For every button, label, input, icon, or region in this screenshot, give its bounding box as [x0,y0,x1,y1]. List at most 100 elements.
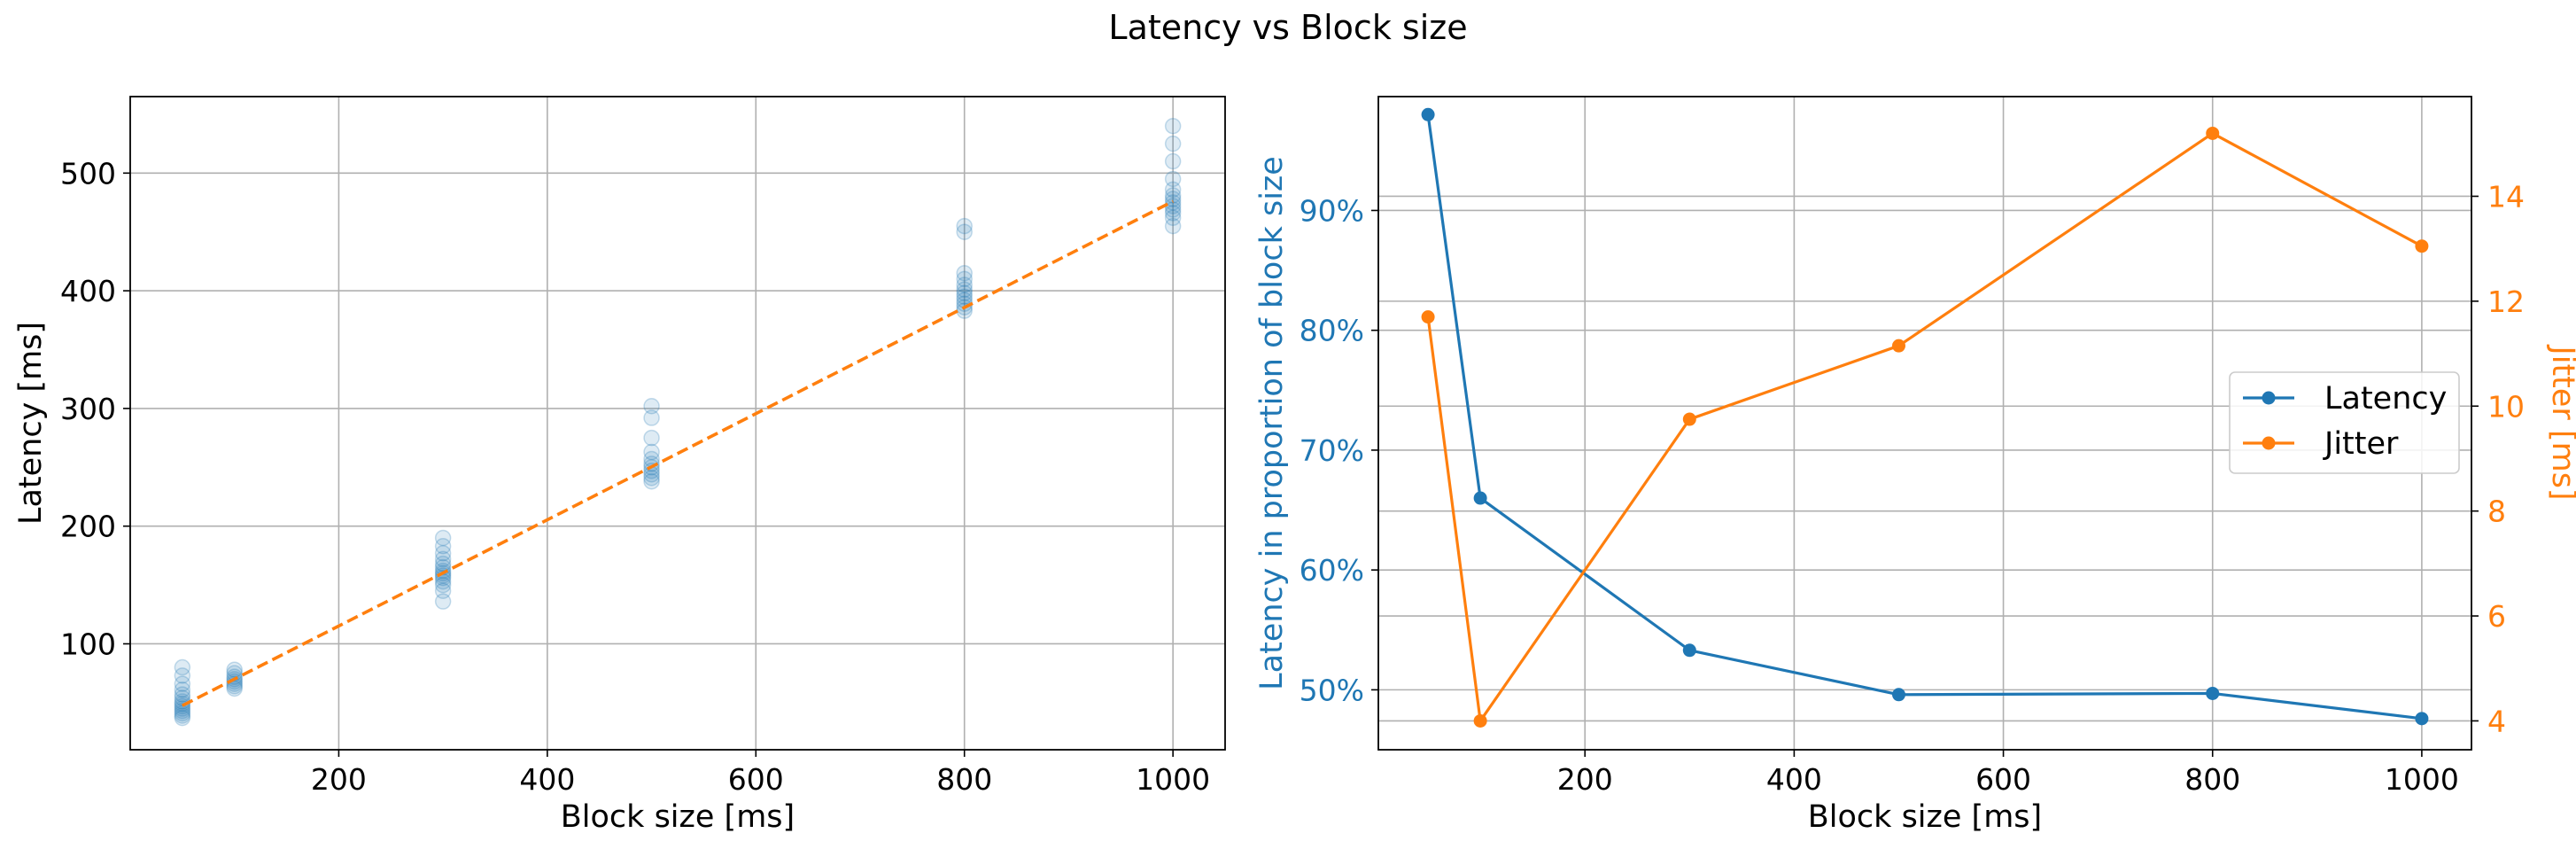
latency-scatter-point [1164,217,1182,235]
latency-scatter-point [434,538,452,555]
latency-scatter-point [434,593,452,610]
latency-scatter-point [174,682,191,698]
latency-scatter-point [643,397,660,415]
right-y2tick-label: 10 [2487,389,2525,424]
right-left-ytick-label: 60% [1300,553,1364,588]
latency-scatter-point [643,429,660,447]
right-y2tick-label: 14 [2487,179,2525,214]
latency-scatter-point [434,550,452,568]
right-left-ytick-label: 80% [1300,314,1364,348]
latency-scatter-point [643,443,660,461]
left-ytick-label: 200 [60,510,116,544]
latency-scatter-point [643,472,660,490]
latency-scatter-point [1164,209,1182,227]
latency-series-marker [2415,712,2429,726]
latency-scatter-point [956,281,973,299]
latency-series-marker [2206,686,2220,700]
latency-scatter-point [643,469,660,487]
left-ytick-label: 100 [60,627,116,661]
latency-trend-dashed-line [182,199,1174,707]
right-left-ytick-label: 90% [1300,193,1364,228]
latency-scatter-point [174,705,191,722]
figure-title: Latency vs Block size [1108,8,1467,47]
right-left-ytick-label: 50% [1300,673,1364,707]
right-right-yaxis-label: Jitter [ms] [2545,344,2576,500]
latency-scatter-point [174,675,191,692]
right-y2tick-label: 12 [2487,284,2525,319]
latency-scatter-point [1164,170,1182,188]
latency-scatter-point [956,277,973,293]
jitter-series-marker [1421,310,1435,324]
right-xtick-label: 600 [1975,762,2031,797]
latency-scatter-point [1164,135,1182,152]
latency-series-marker [1891,688,1905,702]
jitter-series-marker [1682,412,1696,426]
right-xtick-label: 800 [2184,762,2240,797]
latency-scatter-point [174,707,191,724]
jitter-series-line [1426,131,2423,723]
latency-scatter-point [956,284,973,302]
left-chart-latency-scatter: 200 400 600 800 1000 100 200 300 400 500 Block siz… [13,96,1226,835]
latency-series-marker [1421,107,1435,121]
latency-scatter-point [956,217,973,235]
right-y2tick-label: 4 [2487,704,2506,738]
latency-scatter-point [1164,191,1182,207]
jitter-series-marker [2206,126,2220,140]
latency-scatter-point [1164,205,1182,222]
latency-series-marker [1473,491,1487,505]
left-yaxis-label: Latency [ms] [13,322,49,525]
jitter-series-marker [1891,339,1905,353]
latency-legend-marker [2262,391,2276,405]
left-xtick-label: 800 [936,762,992,797]
latency-scatter-point [434,576,452,594]
left-xtick-label: 200 [311,762,367,797]
latency-scatter-point [174,702,191,720]
latency-scatter-point [174,667,191,684]
latency-scatter-point [1164,117,1182,135]
right-left-ytick-label: 70% [1300,433,1364,468]
latency-scatter-point [1164,152,1182,170]
left-ytick-label: 300 [60,392,116,426]
jitter-series-marker [1473,713,1487,728]
left-xtick-label: 1000 [1136,762,1210,797]
left-xtick-label: 600 [728,762,784,797]
right-legend: Latency Jitter [2229,371,2460,474]
latency-scatter-point [643,409,660,426]
latency-legend-label: Latency [2324,381,2447,417]
right-left-yaxis-label: Latency in proportion of block size [1254,156,1290,690]
jitter-legend-label: Jitter [2323,426,2399,462]
latency-scatter-point [956,270,973,288]
latency-scatter-point [434,529,452,547]
jitter-legend-marker [2262,436,2276,450]
left-ytick-label: 500 [60,156,116,191]
latency-scatter-point [1164,181,1182,199]
left-ytick-label: 400 [60,274,116,308]
right-xaxis-label: Block size [ms] [1808,799,2042,835]
latency-scatter-point [1164,187,1182,204]
right-y2tick-label: 8 [2487,495,2506,529]
latency-scatter-point [226,680,243,697]
latency-scatter-point [434,582,452,599]
latency-series-marker [1682,643,1696,658]
left-xaxis-label: Block size [ms] [561,799,795,835]
right-xtick-label: 200 [1557,762,1613,797]
right-y2tick-label: 6 [2487,599,2506,634]
latency-scatter-point [226,661,243,678]
left-xtick-label: 400 [519,762,575,797]
right-xtick-label: 1000 [2385,762,2459,797]
right-xtick-label: 400 [1766,762,1822,797]
latency-scatter-point [956,288,973,305]
latency-scatter-point [956,223,973,240]
right-chart-latency-proportion-jitter: 200 400 600 800 1000 50% 60% 70% 80% 90% 4 6 8 10 12 14… [1254,96,2576,835]
latency-scatter-point [434,544,452,562]
latency-scatter-point [174,658,191,676]
latency-scatter-point [956,264,973,282]
left-plot-frame [129,96,1226,751]
jitter-series-marker [2415,239,2429,253]
latency-scatter-point [174,709,191,727]
latency-series-line [1426,114,2423,720]
latency-scatter-point [174,686,191,703]
right-plot-frame [1377,96,2472,751]
